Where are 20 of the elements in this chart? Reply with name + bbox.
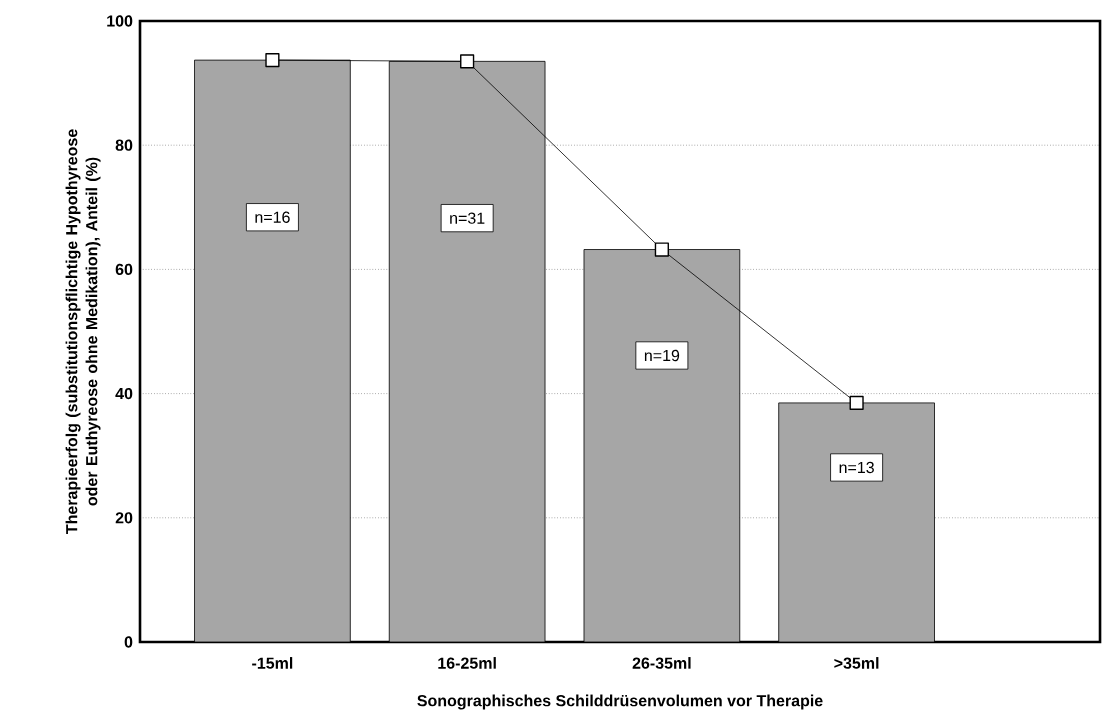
x-tick-label: -15ml [252, 657, 293, 669]
y-tick-label: 0 [124, 636, 133, 648]
x-tick-label: >35ml [834, 657, 879, 669]
annotation: n=13 [839, 461, 874, 474]
y-tick-label: 40 [115, 387, 133, 400]
x-tick-label: 26-35ml [632, 657, 691, 669]
annotation: n=16 [255, 211, 290, 223]
point [849, 395, 864, 411]
point [654, 242, 669, 257]
x-axis-title: Sonographisches Schilddrüsenvolumen vor Therapie [417, 694, 823, 710]
y-axis-title: Therapieerfolg (substitutionspflichtige Hypothyreose oder Euthyreose ohne Medikation), Anteil (%) [65, 129, 101, 534]
y-tick-label: 100 [107, 15, 133, 27]
x-tick-label: 16-25ml [438, 657, 496, 669]
y-tick-label: 20 [115, 512, 133, 524]
point [265, 53, 280, 68]
annotation: n=19 [644, 349, 680, 362]
point [460, 54, 475, 69]
y-tick-label: 60 [115, 263, 133, 276]
annotation: n=31 [450, 212, 485, 224]
y-tick-label: 80 [115, 139, 133, 151]
